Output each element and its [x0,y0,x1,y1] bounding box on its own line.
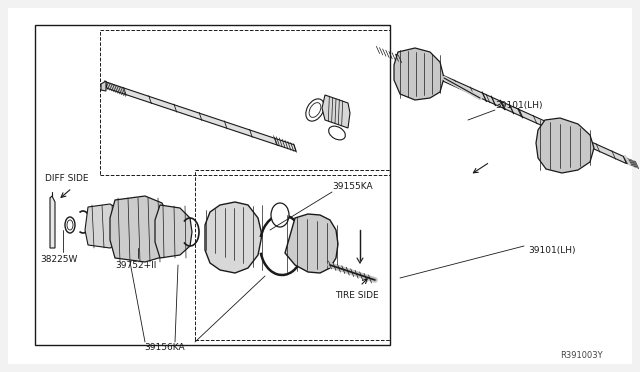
Ellipse shape [67,220,73,230]
Polygon shape [205,202,262,273]
Polygon shape [155,205,192,258]
Text: 39156KA: 39156KA [145,343,186,353]
Text: R391003Y: R391003Y [560,352,603,360]
Polygon shape [285,214,338,273]
Bar [35,25,390,345]
Bar [100,30,390,175]
Text: 39752+ΙΙ: 39752+ΙΙ [115,260,156,269]
Polygon shape [322,95,350,128]
Polygon shape [396,54,627,164]
Text: 39101(LH): 39101(LH) [495,100,543,109]
Ellipse shape [271,203,289,227]
Text: TIRE SIDE: TIRE SIDE [335,291,379,299]
Ellipse shape [306,99,324,121]
Polygon shape [110,196,168,262]
Ellipse shape [309,103,321,117]
Polygon shape [536,118,594,173]
Polygon shape [50,196,55,248]
Polygon shape [394,48,444,100]
Polygon shape [85,204,125,248]
Ellipse shape [65,217,75,233]
Text: 39101(LH): 39101(LH) [528,246,575,254]
Bar [195,170,390,340]
Polygon shape [101,81,106,91]
Text: 39155KA: 39155KA [332,182,372,190]
Text: 38225W: 38225W [40,256,77,264]
Ellipse shape [329,126,346,140]
Polygon shape [105,82,296,151]
Text: DIFF SIDE: DIFF SIDE [45,173,88,183]
